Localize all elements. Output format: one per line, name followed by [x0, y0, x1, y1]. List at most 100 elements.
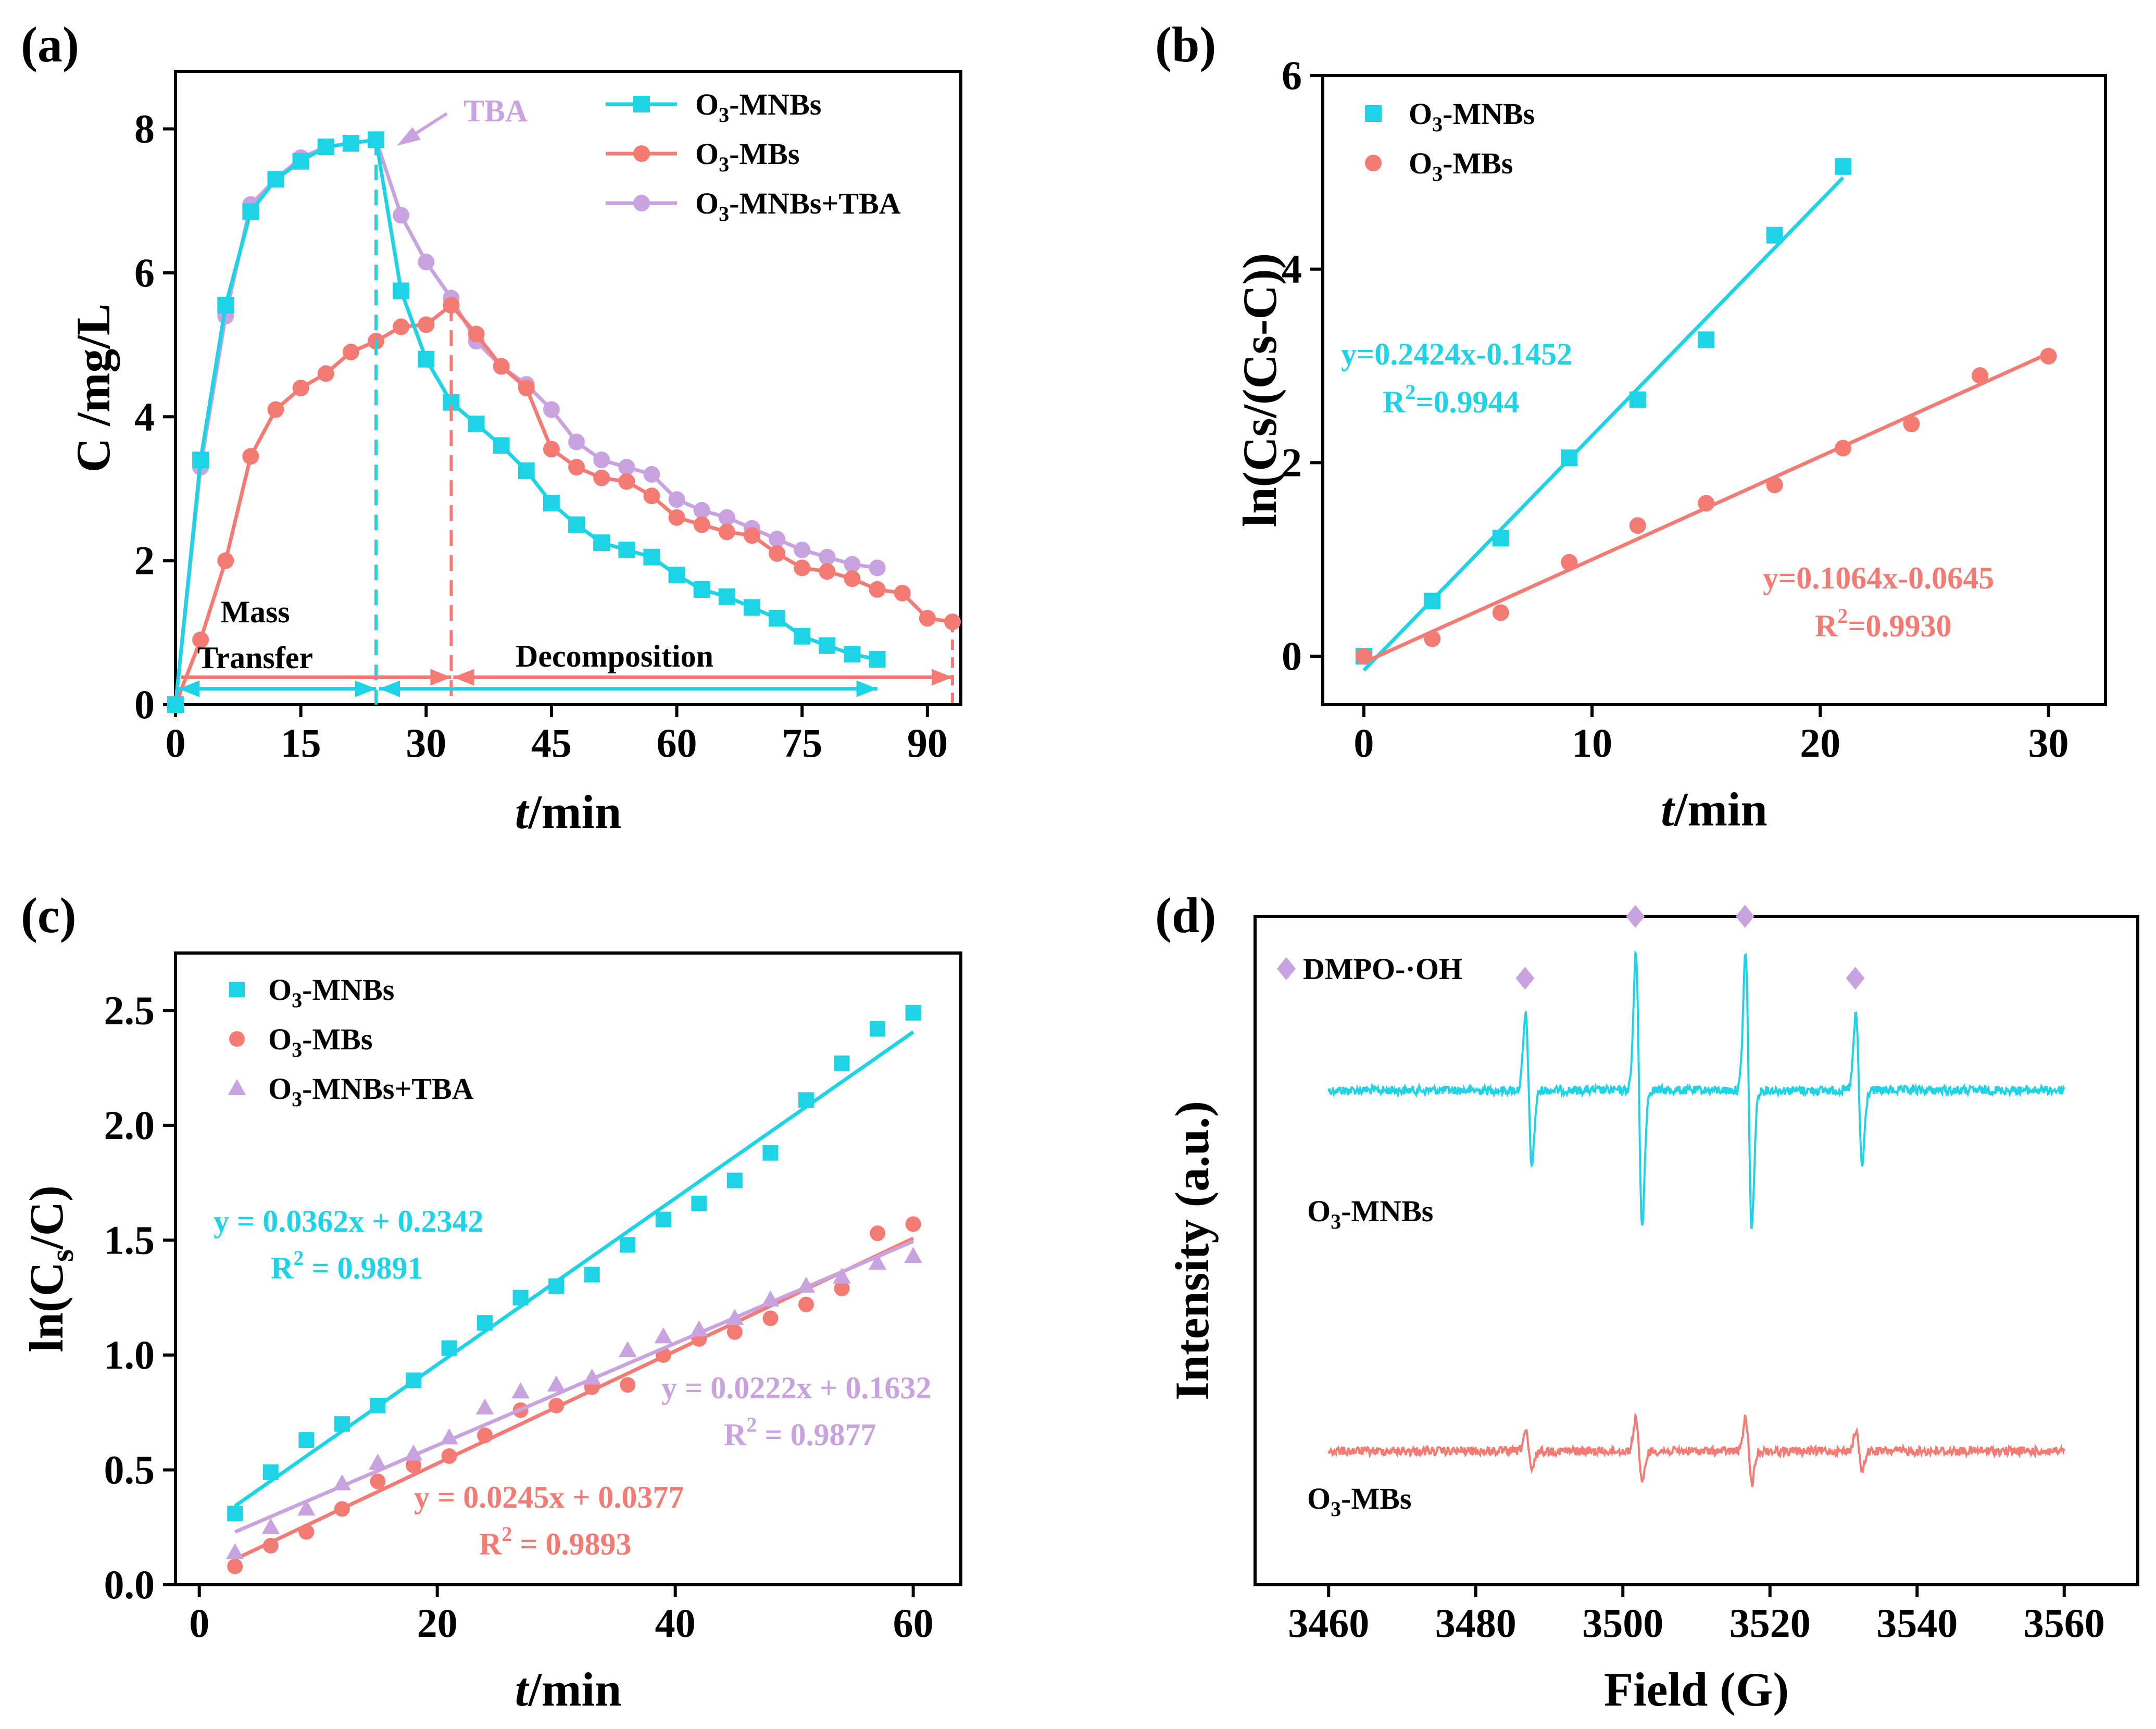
data-point [418, 316, 435, 333]
data-point [725, 1309, 744, 1325]
data-point [794, 541, 811, 558]
data-point [1971, 367, 1988, 384]
data-point [242, 448, 259, 465]
y-tick-label: 0 [134, 682, 155, 727]
data-point [870, 1021, 886, 1037]
data-point [229, 982, 245, 997]
spectrum-label: O3-MBs [1307, 1482, 1411, 1521]
x-tick-label: 3460 [1288, 1600, 1369, 1646]
data-point [643, 548, 660, 566]
x-tick-label: 20 [417, 1600, 458, 1646]
arrow-mass-transfer-mnbs-right-head [355, 680, 377, 697]
data-point [370, 1473, 386, 1489]
y-tick-label: 4 [1282, 246, 1302, 292]
data-point [762, 1145, 779, 1161]
data-point [620, 1237, 636, 1253]
data-point [794, 628, 811, 645]
data-point [726, 1324, 743, 1340]
data-point [568, 433, 585, 450]
x-tick-label: 3500 [1582, 1600, 1663, 1646]
data-point [1698, 495, 1715, 512]
data-point [441, 1448, 457, 1464]
x-axis-title: t/min [515, 1663, 622, 1716]
data-point [668, 491, 685, 508]
fit-r2: R2 = 0.9893 [479, 1522, 632, 1561]
data-point [493, 437, 510, 454]
data-point [334, 1501, 350, 1517]
arrow-decomp-mnbs-left-head [379, 680, 400, 697]
data-point [1492, 604, 1509, 621]
data-point [227, 1558, 243, 1574]
legend-label: O3-MNBs+TBA [268, 1072, 474, 1111]
data-point [317, 139, 334, 156]
data-point [593, 469, 610, 486]
data-point [691, 1195, 707, 1211]
x-tick-label: 10 [1572, 720, 1612, 766]
data-point [690, 1320, 708, 1337]
data-point [1629, 517, 1646, 534]
data-point [905, 1216, 921, 1232]
fit-equation: y = 0.0362x + 0.2342 [214, 1204, 483, 1238]
data-point [440, 1428, 458, 1445]
data-point [568, 459, 585, 475]
legend-label: O3-MNBs+TBA [695, 186, 901, 225]
data-point [693, 502, 710, 519]
data-point [819, 548, 836, 566]
data-point [298, 1432, 315, 1448]
data-point [568, 516, 585, 533]
data-point [668, 509, 685, 526]
y-axis-title: Intensity (a.u.) [1165, 1101, 1219, 1400]
arrow-mass-transfer-mnbs-left-head [179, 680, 199, 697]
x-tick-label: 30 [406, 720, 446, 766]
x-tick-label: 20 [1800, 720, 1840, 766]
data-point [267, 401, 284, 418]
data-point [794, 559, 811, 577]
peak-marker [1846, 967, 1865, 990]
data-point [762, 1310, 779, 1326]
data-point [1365, 155, 1382, 171]
data-point [225, 1543, 244, 1559]
legend-label: O3-MBs [1409, 146, 1513, 185]
x-axis-title: t/min [515, 785, 622, 838]
data-point [718, 523, 735, 541]
data-point [798, 1296, 814, 1312]
x-tick-label: 3560 [2024, 1600, 2105, 1646]
data-point [769, 531, 786, 548]
fit-r2: R2 = 0.9877 [724, 1413, 876, 1452]
data-point [441, 1340, 457, 1356]
x-tick-label: 0 [1353, 720, 1374, 766]
legend-label: O3-MNBs [695, 87, 821, 127]
y-tick-label: 8 [134, 106, 155, 152]
data-point [493, 358, 510, 375]
fit-equation: y=0.2424x-0.1452 [1341, 337, 1572, 371]
data-point [844, 646, 861, 663]
data-point [769, 610, 786, 627]
fit-line [1362, 176, 1845, 672]
data-point [405, 1457, 421, 1473]
spectrum-line [1327, 950, 2065, 1229]
y-tick-label: 2 [134, 538, 155, 583]
data-point [518, 462, 535, 479]
data-point [1629, 391, 1646, 408]
data-point [333, 1474, 352, 1490]
fit-r2: R2=0.9944 [1383, 380, 1520, 419]
data-point [894, 584, 911, 602]
data-point [393, 282, 410, 299]
data-point [1698, 331, 1715, 348]
y-tick-label: 0 [1282, 633, 1302, 679]
data-point [870, 1225, 886, 1242]
data-point [167, 696, 184, 713]
data-point [1835, 158, 1852, 175]
data-point [819, 563, 836, 580]
x-tick-label: 0 [166, 720, 186, 766]
data-point [543, 495, 560, 512]
data-point [342, 343, 359, 360]
data-point [869, 650, 886, 668]
spectrum-label: O3-MNBs [1307, 1194, 1433, 1233]
x-axis-title: t/min [1661, 783, 1768, 836]
data-point [584, 1267, 600, 1283]
data-point [267, 171, 284, 188]
data-point [512, 1289, 529, 1306]
data-point [511, 1382, 530, 1399]
peak-marker [1515, 967, 1535, 990]
